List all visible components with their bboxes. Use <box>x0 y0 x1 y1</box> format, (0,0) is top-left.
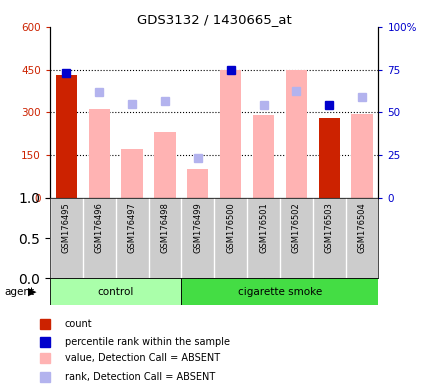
Bar <box>121 149 142 198</box>
Text: GSM176503: GSM176503 <box>324 202 333 253</box>
Text: GSM176500: GSM176500 <box>226 202 235 253</box>
Text: GSM176498: GSM176498 <box>160 202 169 253</box>
Bar <box>351 114 372 198</box>
Text: cigarette smoke: cigarette smoke <box>237 287 321 297</box>
FancyBboxPatch shape <box>181 278 378 305</box>
FancyBboxPatch shape <box>50 278 181 305</box>
Text: GSM176497: GSM176497 <box>127 202 136 253</box>
Bar <box>318 118 339 198</box>
Text: rank, Detection Call = ABSENT: rank, Detection Call = ABSENT <box>65 372 214 382</box>
Text: value, Detection Call = ABSENT: value, Detection Call = ABSENT <box>65 353 220 364</box>
Bar <box>187 169 208 198</box>
Text: GSM176496: GSM176496 <box>95 202 104 253</box>
Bar <box>56 75 77 198</box>
Text: count: count <box>65 319 92 329</box>
Bar <box>285 70 306 198</box>
Bar <box>220 70 241 198</box>
Text: ▶: ▶ <box>28 287 37 297</box>
Text: GSM176502: GSM176502 <box>291 202 300 253</box>
Text: control: control <box>97 287 134 297</box>
Title: GDS3132 / 1430665_at: GDS3132 / 1430665_at <box>137 13 291 26</box>
Bar <box>89 109 110 198</box>
Text: GSM176501: GSM176501 <box>258 202 267 253</box>
Text: GSM176495: GSM176495 <box>62 202 71 253</box>
Text: GSM176504: GSM176504 <box>357 202 366 253</box>
Text: percentile rank within the sample: percentile rank within the sample <box>65 337 229 347</box>
Text: agent: agent <box>4 287 34 297</box>
Bar <box>252 115 273 198</box>
Text: GSM176499: GSM176499 <box>193 202 202 253</box>
Bar <box>154 132 175 198</box>
